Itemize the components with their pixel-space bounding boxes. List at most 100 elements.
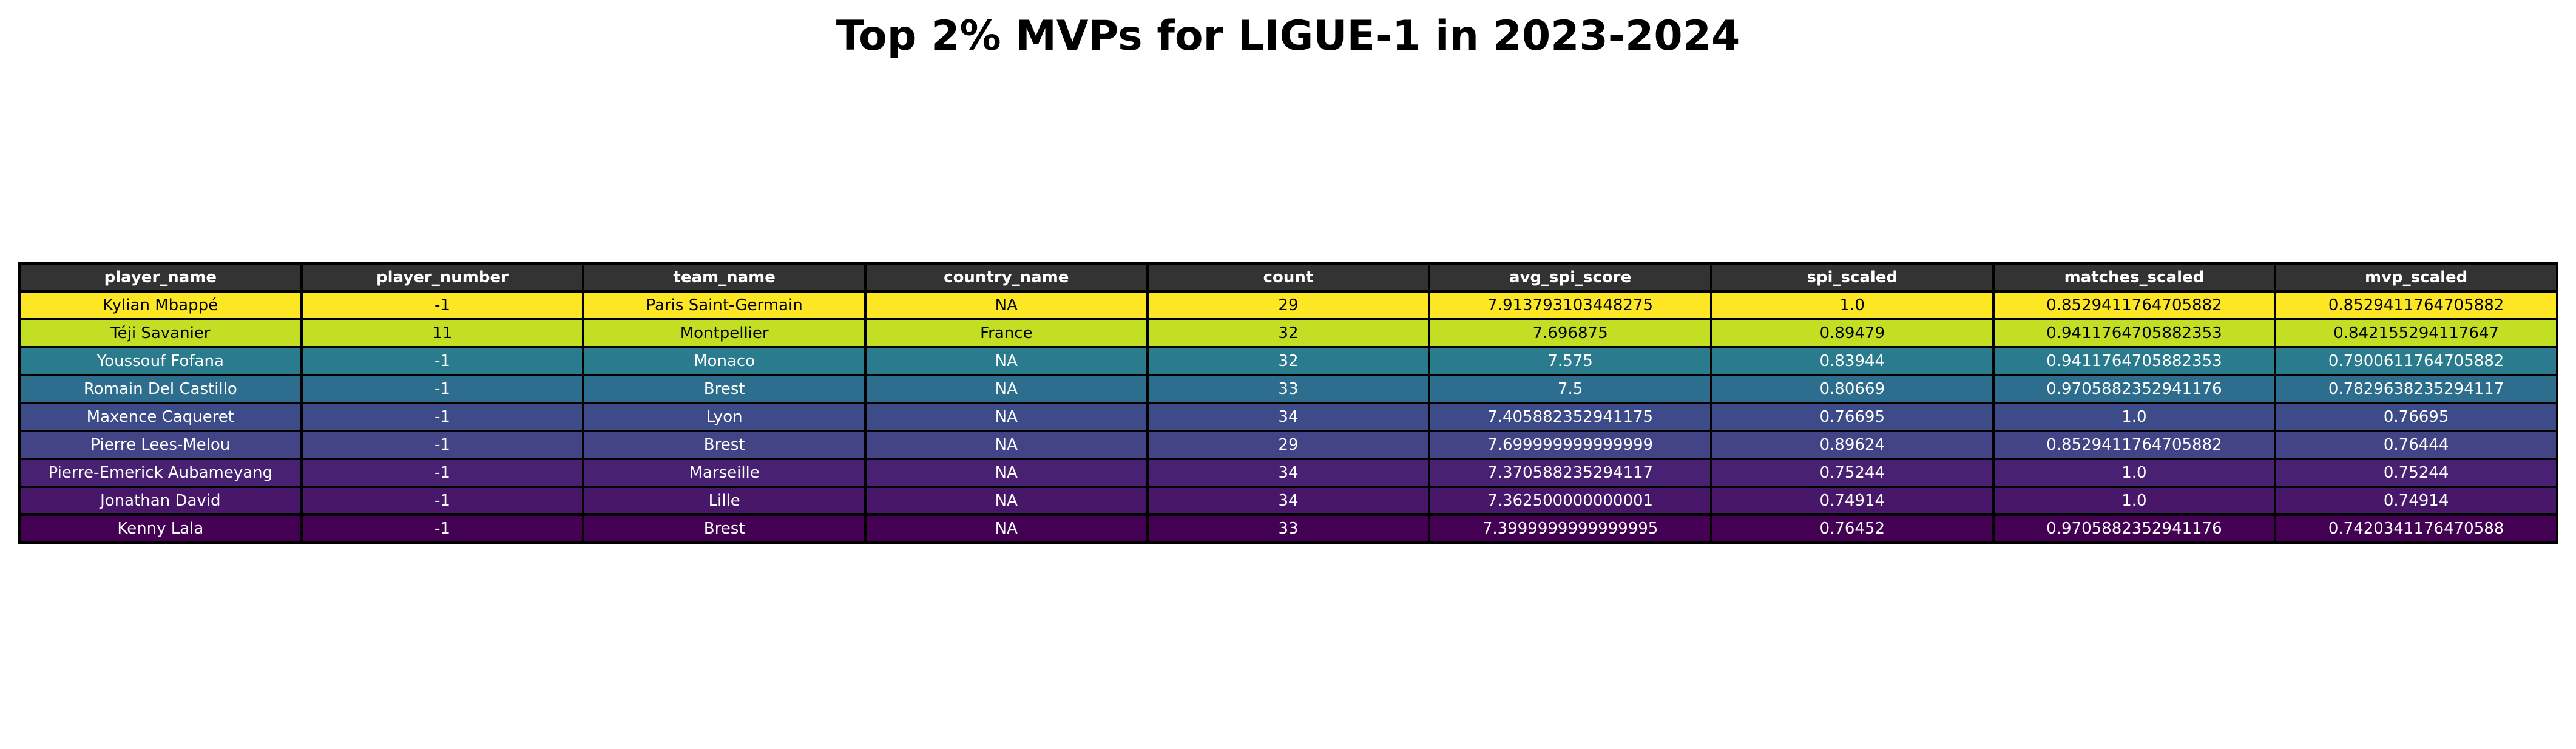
cell-matches-scaled: 1.0 — [1992, 486, 2277, 516]
cell-player-name: Pierre Lees-Melou — [18, 430, 303, 460]
mvp-table-container: player_name player_number team_name country… — [18, 262, 2558, 544]
cell-spi-scaled: 0.89479 — [1709, 318, 1995, 348]
cell-team-name: Brest — [582, 374, 867, 404]
cell-avg-spi-score: 7.362500000000001 — [1428, 486, 1712, 516]
cell-country-name: NA — [864, 486, 1149, 516]
table-row: Téji Savanier 11 Montpellier France 32 7.6968… — [18, 318, 2558, 348]
cell-player-number: -1 — [300, 513, 585, 544]
cell-player-name: Téji Savanier — [18, 318, 303, 348]
column-header-team-name: team_name — [582, 262, 867, 293]
cell-avg-spi-score: 7.405882352941175 — [1428, 402, 1712, 432]
table-row: Pierre Lees-Melou -1 Brest NA 29 7.6999999999… — [18, 430, 2558, 460]
cell-country-name: NA — [864, 290, 1149, 320]
table-row: Youssouf Fofana -1 Monaco NA 32 7.575 0.83944 0… — [18, 346, 2558, 376]
cell-player-name: Youssouf Fofana — [18, 346, 303, 376]
cell-country-name: France — [864, 318, 1149, 348]
cell-mvp-scaled: 0.7420341176470588 — [2274, 513, 2558, 544]
cell-count: 34 — [1146, 458, 1431, 488]
cell-matches-scaled: 0.9411764705882353 — [1992, 318, 2277, 348]
cell-avg-spi-score: 7.699999999999999 — [1428, 430, 1712, 460]
cell-spi-scaled: 0.76452 — [1709, 513, 1995, 544]
cell-player-name: Kylian Mbappé — [18, 290, 303, 320]
cell-avg-spi-score: 7.5 — [1428, 374, 1712, 404]
cell-avg-spi-score: 7.3999999999999995 — [1428, 513, 1712, 544]
cell-matches-scaled: 0.8529411764705882 — [1992, 430, 2277, 460]
cell-country-name: NA — [864, 402, 1149, 432]
cell-mvp-scaled: 0.842155294117647 — [2274, 318, 2558, 348]
cell-country-name: NA — [864, 374, 1149, 404]
cell-player-number: -1 — [300, 402, 585, 432]
cell-matches-scaled: 0.9705882352941176 — [1992, 513, 2277, 544]
table-row: Jonathan David -1 Lille NA 34 7.3625000000000… — [18, 486, 2558, 516]
cell-player-name: Maxence Caqueret — [18, 402, 303, 432]
cell-country-name: NA — [864, 346, 1149, 376]
cell-count: 33 — [1146, 374, 1431, 404]
table-row: Pierre-Emerick Aubameyang -1 Marseille NA 34… — [18, 458, 2558, 488]
cell-mvp-scaled: 0.74914 — [2274, 486, 2558, 516]
cell-spi-scaled: 0.75244 — [1709, 458, 1995, 488]
column-header-country-name: country_name — [864, 262, 1149, 293]
cell-mvp-scaled: 0.76444 — [2274, 430, 2558, 460]
cell-count: 29 — [1146, 430, 1431, 460]
cell-avg-spi-score: 7.575 — [1428, 346, 1712, 376]
cell-team-name: Paris Saint-Germain — [582, 290, 867, 320]
cell-count: 33 — [1146, 513, 1431, 544]
cell-team-name: Marseille — [582, 458, 867, 488]
cell-mvp-scaled: 0.76695 — [2274, 402, 2558, 432]
mvp-table: player_name player_number team_name country… — [18, 262, 2558, 544]
cell-team-name: Brest — [582, 513, 867, 544]
cell-player-number: -1 — [300, 486, 585, 516]
cell-count: 34 — [1146, 486, 1431, 516]
table-row: Kylian Mbappé -1 Paris Saint-Germain NA 29 7.… — [18, 290, 2558, 320]
cell-country-name: NA — [864, 458, 1149, 488]
cell-avg-spi-score: 7.696875 — [1428, 318, 1712, 348]
cell-matches-scaled: 1.0 — [1992, 402, 2277, 432]
cell-spi-scaled: 0.83944 — [1709, 346, 1995, 376]
cell-player-number: 11 — [300, 318, 585, 348]
cell-count: 29 — [1146, 290, 1431, 320]
cell-mvp-scaled: 0.8529411764705882 — [2274, 290, 2558, 320]
table-header-row: player_name player_number team_name country… — [18, 262, 2558, 293]
cell-spi-scaled: 0.76695 — [1709, 402, 1995, 432]
cell-team-name: Lille — [582, 486, 867, 516]
cell-spi-scaled: 0.89624 — [1709, 430, 1995, 460]
cell-player-number: -1 — [300, 346, 585, 376]
column-header-mvp-scaled: mvp_scaled — [2274, 262, 2558, 293]
cell-count: 32 — [1146, 346, 1431, 376]
table-row: Maxence Caqueret -1 Lyon NA 34 7.405882352941… — [18, 402, 2558, 432]
cell-matches-scaled: 0.9411764705882353 — [1992, 346, 2277, 376]
cell-player-number: -1 — [300, 430, 585, 460]
column-header-count: count — [1146, 262, 1431, 293]
cell-count: 32 — [1146, 318, 1431, 348]
cell-spi-scaled: 0.80669 — [1709, 374, 1995, 404]
cell-country-name: NA — [864, 430, 1149, 460]
column-header-spi-scaled: spi_scaled — [1709, 262, 1995, 293]
cell-mvp-scaled: 0.7900611764705882 — [2274, 346, 2558, 376]
cell-team-name: Lyon — [582, 402, 867, 432]
cell-country-name: NA — [864, 513, 1149, 544]
cell-matches-scaled: 1.0 — [1992, 458, 2277, 488]
table-row: Romain Del Castillo -1 Brest NA 33 7.5 0.80669… — [18, 374, 2558, 404]
cell-spi-scaled: 0.74914 — [1709, 486, 1995, 516]
column-header-player-number: player_number — [300, 262, 585, 293]
chart-title: Top 2% MVPs for LIGUE-1 in 2023-2024 — [836, 12, 1740, 60]
column-header-avg-spi-score: avg_spi_score — [1428, 262, 1712, 293]
cell-player-name: Pierre-Emerick Aubameyang — [18, 458, 303, 488]
column-header-player-name: player_name — [18, 262, 303, 293]
cell-team-name: Monaco — [582, 346, 867, 376]
cell-team-name: Montpellier — [582, 318, 867, 348]
cell-player-name: Kenny Lala — [18, 513, 303, 544]
cell-player-name: Jonathan David — [18, 486, 303, 516]
table-row: Kenny Lala -1 Brest NA 33 7.3999999999999995 0… — [18, 513, 2558, 544]
cell-player-number: -1 — [300, 458, 585, 488]
column-header-matches-scaled: matches_scaled — [1992, 262, 2277, 293]
cell-player-name: Romain Del Castillo — [18, 374, 303, 404]
table-body: Kylian Mbappé -1 Paris Saint-Germain NA 29 7.… — [18, 290, 2558, 544]
cell-avg-spi-score: 7.913793103448275 — [1428, 290, 1712, 320]
cell-mvp-scaled: 0.7829638235294117 — [2274, 374, 2558, 404]
cell-matches-scaled: 0.8529411764705882 — [1992, 290, 2277, 320]
cell-spi-scaled: 1.0 — [1709, 290, 1995, 320]
cell-count: 34 — [1146, 402, 1431, 432]
cell-player-number: -1 — [300, 290, 585, 320]
cell-mvp-scaled: 0.75244 — [2274, 458, 2558, 488]
